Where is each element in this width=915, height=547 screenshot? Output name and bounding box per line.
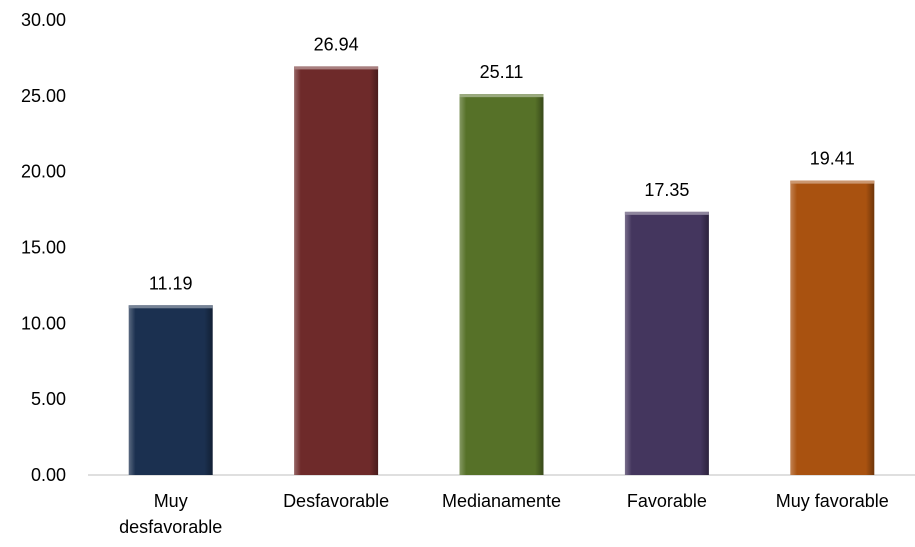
- bar: [294, 66, 379, 475]
- data-label: 17.35: [644, 180, 689, 200]
- y-axis: 0.00 5.00 10.00 15.00 20.00 25.00 30.00: [21, 10, 66, 485]
- y-tick-label: 15.00: [21, 238, 66, 258]
- bar: [128, 305, 213, 475]
- bar: [790, 180, 875, 476]
- bar: [624, 211, 709, 475]
- y-tick-label: 5.00: [31, 389, 66, 409]
- bar-top-bevel: [624, 211, 709, 215]
- y-tick-label: 30.00: [21, 10, 66, 30]
- x-tick-label: Muy desfavorable: [119, 491, 222, 537]
- y-tick-label: 10.00: [21, 313, 66, 333]
- bar-top-bevel: [128, 305, 213, 309]
- data-labels: 11.19 26.94 25.11 17.35 19.41: [149, 34, 855, 293]
- bar: [459, 94, 544, 475]
- x-tick-label: Muy favorable: [776, 491, 889, 511]
- x-tick-label: Desfavorable: [283, 491, 389, 511]
- data-label: 25.11: [480, 62, 524, 82]
- bars: [128, 66, 875, 476]
- x-tick-label: Medianamente: [442, 491, 561, 511]
- y-tick-label: 0.00: [31, 465, 66, 485]
- x-axis: Muy desfavorable Desfavorable Medianamente F…: [119, 491, 889, 537]
- data-label: 26.94: [314, 34, 359, 54]
- data-label: 11.19: [149, 273, 193, 293]
- bar-top-bevel: [294, 66, 379, 70]
- x-tick-label: Favorable: [627, 491, 707, 511]
- bar-top-bevel: [459, 94, 544, 98]
- y-tick-label: 25.00: [21, 86, 66, 106]
- data-label: 19.41: [810, 149, 855, 169]
- y-tick-label: 20.00: [21, 162, 66, 182]
- bar-top-bevel: [790, 180, 875, 184]
